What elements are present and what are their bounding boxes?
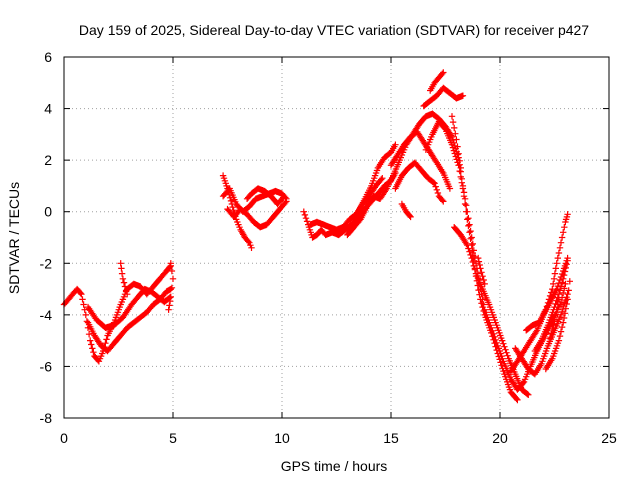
tick-labels: 0 5 10 15 20 25 -8 -6 -4 -2 0 2 4 6 bbox=[40, 49, 617, 446]
data-points bbox=[60, 69, 573, 404]
x-tick-label: 25 bbox=[601, 430, 617, 446]
x-tick-label: 20 bbox=[492, 430, 508, 446]
y-tick-label: -8 bbox=[40, 410, 53, 426]
x-tick-label: 0 bbox=[60, 430, 68, 446]
y-tick-label: 0 bbox=[44, 204, 52, 220]
y-tick-label: -6 bbox=[40, 358, 53, 374]
grid bbox=[64, 57, 609, 418]
y-tick-label: -4 bbox=[40, 307, 53, 323]
series-markers bbox=[60, 69, 573, 404]
x-tick-label: 5 bbox=[169, 430, 177, 446]
x-tick-label: 10 bbox=[274, 430, 290, 446]
plot-border bbox=[63, 56, 610, 419]
x-tick-label: 15 bbox=[383, 430, 399, 446]
y-tick-label: -2 bbox=[40, 255, 53, 271]
y-tick-label: 4 bbox=[44, 101, 52, 117]
y-axis-label: SDTVAR / TECUs bbox=[6, 182, 22, 294]
ticks bbox=[63, 56, 610, 419]
y-tick-label: 2 bbox=[44, 152, 52, 168]
x-axis-label: GPS time / hours bbox=[281, 458, 388, 474]
y-tick-label: 6 bbox=[44, 49, 52, 65]
chart-title: Day 159 of 2025, Sidereal Day-to-day VTE… bbox=[79, 22, 589, 38]
